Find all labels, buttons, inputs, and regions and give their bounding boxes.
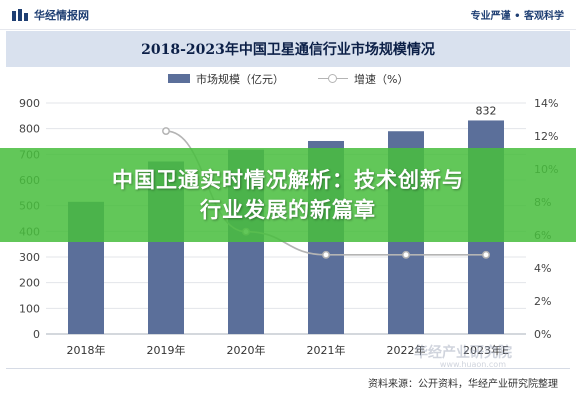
overlay-banner: 中国卫通实时情况解析：技术创新与 行业发展的新篇章	[0, 148, 576, 242]
brand-name: 华经情报网	[34, 8, 89, 22]
watermark-url: www.huaon.com	[439, 360, 506, 369]
y-left-tick-label: 800	[19, 123, 40, 136]
x-tick-label: 2021年	[307, 343, 346, 357]
legend: 市场规模（亿元） 增速（%）	[0, 68, 576, 88]
banner-line-2: 行业发展的新篇章	[200, 198, 376, 222]
brand: 华经情报网	[12, 7, 89, 23]
logo-icon	[12, 8, 28, 21]
chart-title: 2018-2023年中国卫星通信行业市场规模情况	[141, 42, 435, 58]
y-left-tick-label: 100	[19, 302, 40, 315]
x-tick-label: 2018年	[67, 343, 106, 357]
footer-divider	[6, 368, 570, 369]
legend-line-marker	[328, 74, 337, 83]
bar-data-label: 832	[476, 104, 497, 117]
growth-point	[482, 250, 490, 259]
y-right-tick-label: 4%	[534, 262, 551, 275]
legend-bar-label: 市场规模（亿元）	[196, 73, 284, 86]
y-left-tick-label: 300	[19, 251, 40, 264]
slogan: 专业严谨 • 客观科学	[470, 11, 564, 22]
y-right-tick-label: 0%	[534, 328, 551, 341]
x-tick-label: 2022年	[387, 343, 426, 357]
source-note: 资料来源：公开资料，华经产业研究院整理	[368, 379, 558, 390]
growth-point	[402, 250, 410, 259]
x-tick-label: 2023年E	[463, 343, 509, 357]
y-left-tick-label: 0	[33, 328, 40, 341]
y-left-tick-label: 200	[19, 277, 40, 290]
x-tick-label: 2020年	[227, 343, 266, 357]
watermark: 华经产业研究院	[414, 345, 512, 361]
y-right-tick-label: 12%	[534, 130, 558, 143]
x-tick-label: 2019年	[147, 343, 186, 357]
growth-point	[322, 250, 330, 259]
y-left-tick-label: 900	[19, 97, 40, 110]
y-right-tick-label: 14%	[534, 97, 558, 110]
banner-line-1: 中国卫通实时情况解析：技术创新与	[112, 168, 464, 192]
legend-bar-swatch	[168, 74, 190, 83]
title-band: 2018-2023年中国卫星通信行业市场规模情况	[6, 31, 570, 67]
growth-point	[162, 127, 170, 135]
legend-line-label: 增速（%）	[354, 73, 409, 86]
y-right-tick-label: 2%	[534, 295, 551, 308]
top-bar: 华经情报网 专业严谨 • 客观科学	[0, 0, 576, 30]
